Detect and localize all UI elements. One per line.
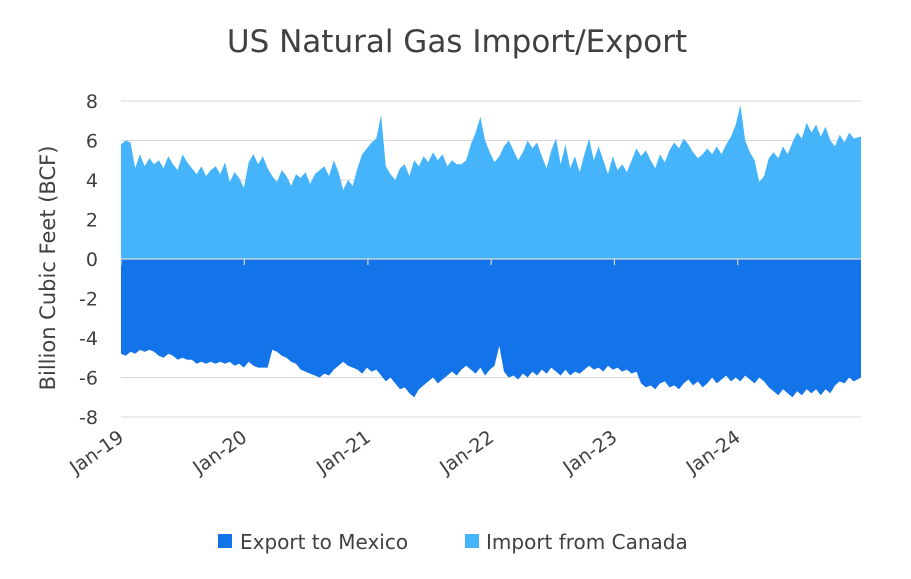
y-tick-label: 6 (86, 131, 98, 153)
area-export-to-mexico (121, 259, 861, 398)
x-tick-label: Jan-24 (682, 426, 745, 479)
y-tick-label: -6 (79, 368, 98, 390)
area-import-from-canada (121, 105, 861, 259)
y-tick-label: 2 (86, 210, 98, 232)
x-tick-label: Jan-19 (65, 426, 128, 479)
y-tick-label: 8 (86, 91, 98, 113)
legend: Export to Mexico Import from Canada (218, 530, 688, 554)
y-tick-labels: 8 6 4 2 0 -2 -4 -6 -8 (79, 91, 98, 429)
legend-swatch-import (465, 534, 479, 548)
y-tick-label: 0 (86, 249, 98, 271)
legend-label-import: Import from Canada (486, 530, 688, 554)
y-axis-label: Billion Cubic Feet (BCF) (36, 146, 60, 391)
legend-swatch-export (218, 534, 232, 548)
area-series (121, 105, 861, 398)
y-tick-label: -2 (79, 289, 98, 311)
x-axis (120, 258, 861, 265)
y-tick-label: -8 (79, 407, 98, 429)
x-tick-label: Jan-23 (558, 426, 621, 479)
legend-label-export: Export to Mexico (240, 530, 408, 554)
chart-title: US Natural Gas Import/Export (227, 24, 687, 60)
x-tick-label: Jan-21 (312, 426, 375, 479)
x-tick-labels: Jan-19 Jan-20 Jan-21 Jan-22 Jan-23 Jan-24 (65, 426, 745, 479)
x-tick-label: Jan-20 (188, 426, 251, 479)
y-tick-label: 4 (86, 170, 98, 192)
x-tick-label: Jan-22 (435, 426, 498, 479)
y-tick-label: -4 (79, 328, 98, 350)
